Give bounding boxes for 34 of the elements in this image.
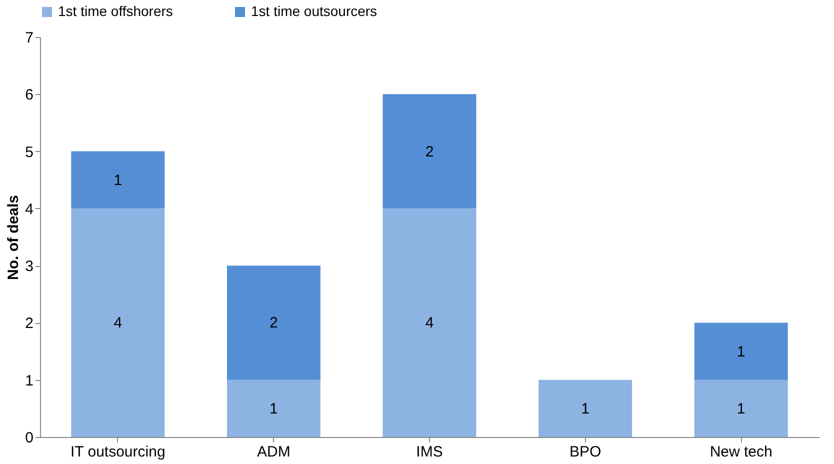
- data-label: 1: [736, 343, 746, 360]
- data-label: 1: [736, 400, 746, 418]
- bar: [538, 380, 632, 437]
- bar: [382, 208, 476, 437]
- y-tick-label: 6: [25, 86, 34, 104]
- y-tick-label: 7: [25, 30, 34, 46]
- data-label: 1: [581, 400, 590, 418]
- data-label: 2: [270, 314, 278, 332]
- y-tick-label: 1: [25, 372, 34, 390]
- data-label: 1: [270, 400, 278, 418]
- bar: [694, 322, 788, 380]
- bar: [71, 151, 165, 208]
- legend-label: 1st time outsourcers: [251, 3, 378, 19]
- data-label: 4: [114, 314, 122, 332]
- bar: [694, 380, 788, 437]
- y-tick-label: 2: [25, 315, 34, 332]
- y-tick-label: 4: [25, 200, 34, 218]
- x-tick-label: New tech: [710, 444, 772, 460]
- data-label: 2: [425, 143, 434, 160]
- bar: [71, 208, 165, 437]
- bar: [226, 266, 320, 380]
- data-label: 4: [425, 314, 434, 332]
- y-axis-title: No. of deals: [5, 194, 22, 280]
- data-label: 1: [114, 172, 122, 189]
- x-tick-label: IMS: [416, 444, 443, 460]
- y-tick-label: 0: [25, 430, 34, 446]
- bar: [382, 94, 476, 208]
- x-tick-label: BPO: [569, 444, 602, 460]
- x-tick-label: ADM: [257, 444, 290, 460]
- bar: [226, 380, 320, 437]
- x-tick-label: IT outsourcing: [70, 444, 166, 460]
- legend-label: 1st time offshorers: [58, 3, 173, 19]
- y-tick-label: 5: [25, 144, 34, 161]
- y-tick-label: 3: [25, 258, 34, 276]
